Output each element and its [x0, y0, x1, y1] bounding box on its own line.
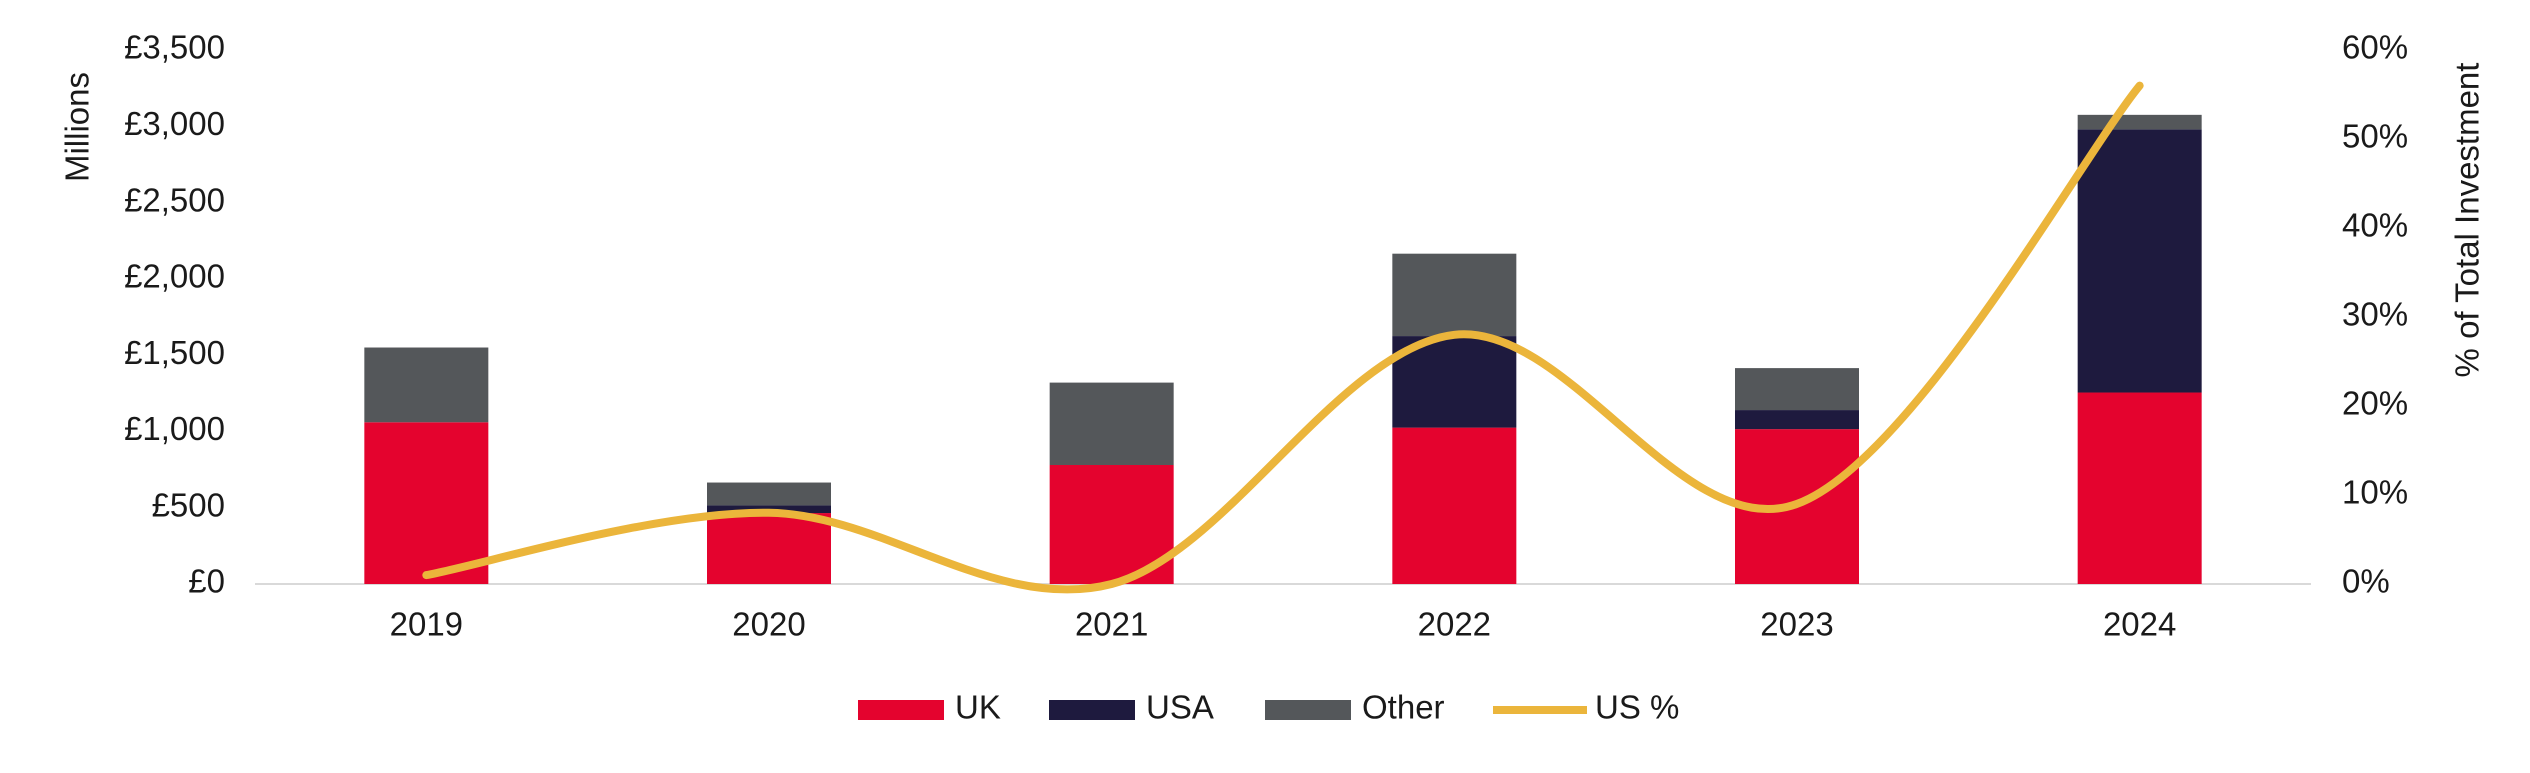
y-tick-label: £0: [188, 563, 225, 600]
x-tick-label: 2023: [1760, 606, 1833, 643]
y-tick-label: £1,500: [124, 334, 225, 371]
bar: [1392, 253, 1517, 337]
y-tick-label: £2,500: [124, 181, 225, 218]
bar: [364, 422, 489, 584]
legend-swatch: [858, 700, 944, 720]
bar: [1735, 410, 1859, 430]
legend-swatch: [1049, 700, 1135, 720]
legend-label: UK: [955, 689, 1001, 726]
x-tick-label: 2021: [1075, 606, 1148, 643]
y-tick-label: £500: [152, 486, 225, 523]
y-tick-label: £1,000: [124, 410, 225, 447]
x-tick-label: 2019: [390, 606, 463, 643]
y2-tick-label: 50%: [2342, 118, 2408, 155]
y-tick-label: £2,000: [124, 258, 225, 295]
x-tick-label: 2024: [2103, 606, 2176, 643]
bar: [707, 482, 831, 506]
legend-swatch: [1265, 700, 1351, 720]
y2-axis-label: % of Total Investment: [2449, 63, 2486, 378]
bar: [2077, 129, 2202, 393]
x-tick-label: 2020: [732, 606, 805, 643]
y2-tick-label: 10%: [2342, 474, 2408, 511]
y2-tick-label: 30%: [2342, 296, 2408, 333]
bar: [707, 513, 831, 584]
y2-tick-label: 40%: [2342, 207, 2408, 244]
y2-tick-label: 60%: [2342, 29, 2408, 66]
y-tick-label: £3,500: [124, 29, 225, 66]
y-tick-label: £3,000: [124, 105, 225, 142]
bar: [2077, 392, 2202, 584]
bar: [1049, 382, 1174, 465]
bar: [2077, 114, 2202, 130]
y-axis-label: Millions: [59, 72, 96, 182]
y2-tick-label: 0%: [2342, 563, 2390, 600]
bar: [1735, 368, 1859, 411]
bar: [364, 347, 489, 423]
legend-label: US %: [1595, 689, 1679, 726]
y2-tick-label: 20%: [2342, 385, 2408, 422]
bar: [1392, 427, 1517, 584]
line: [422, 81, 2144, 594]
legend-label: Other: [1362, 689, 1445, 726]
x-tick-label: 2022: [1418, 606, 1491, 643]
legend-label: USA: [1146, 689, 1214, 726]
